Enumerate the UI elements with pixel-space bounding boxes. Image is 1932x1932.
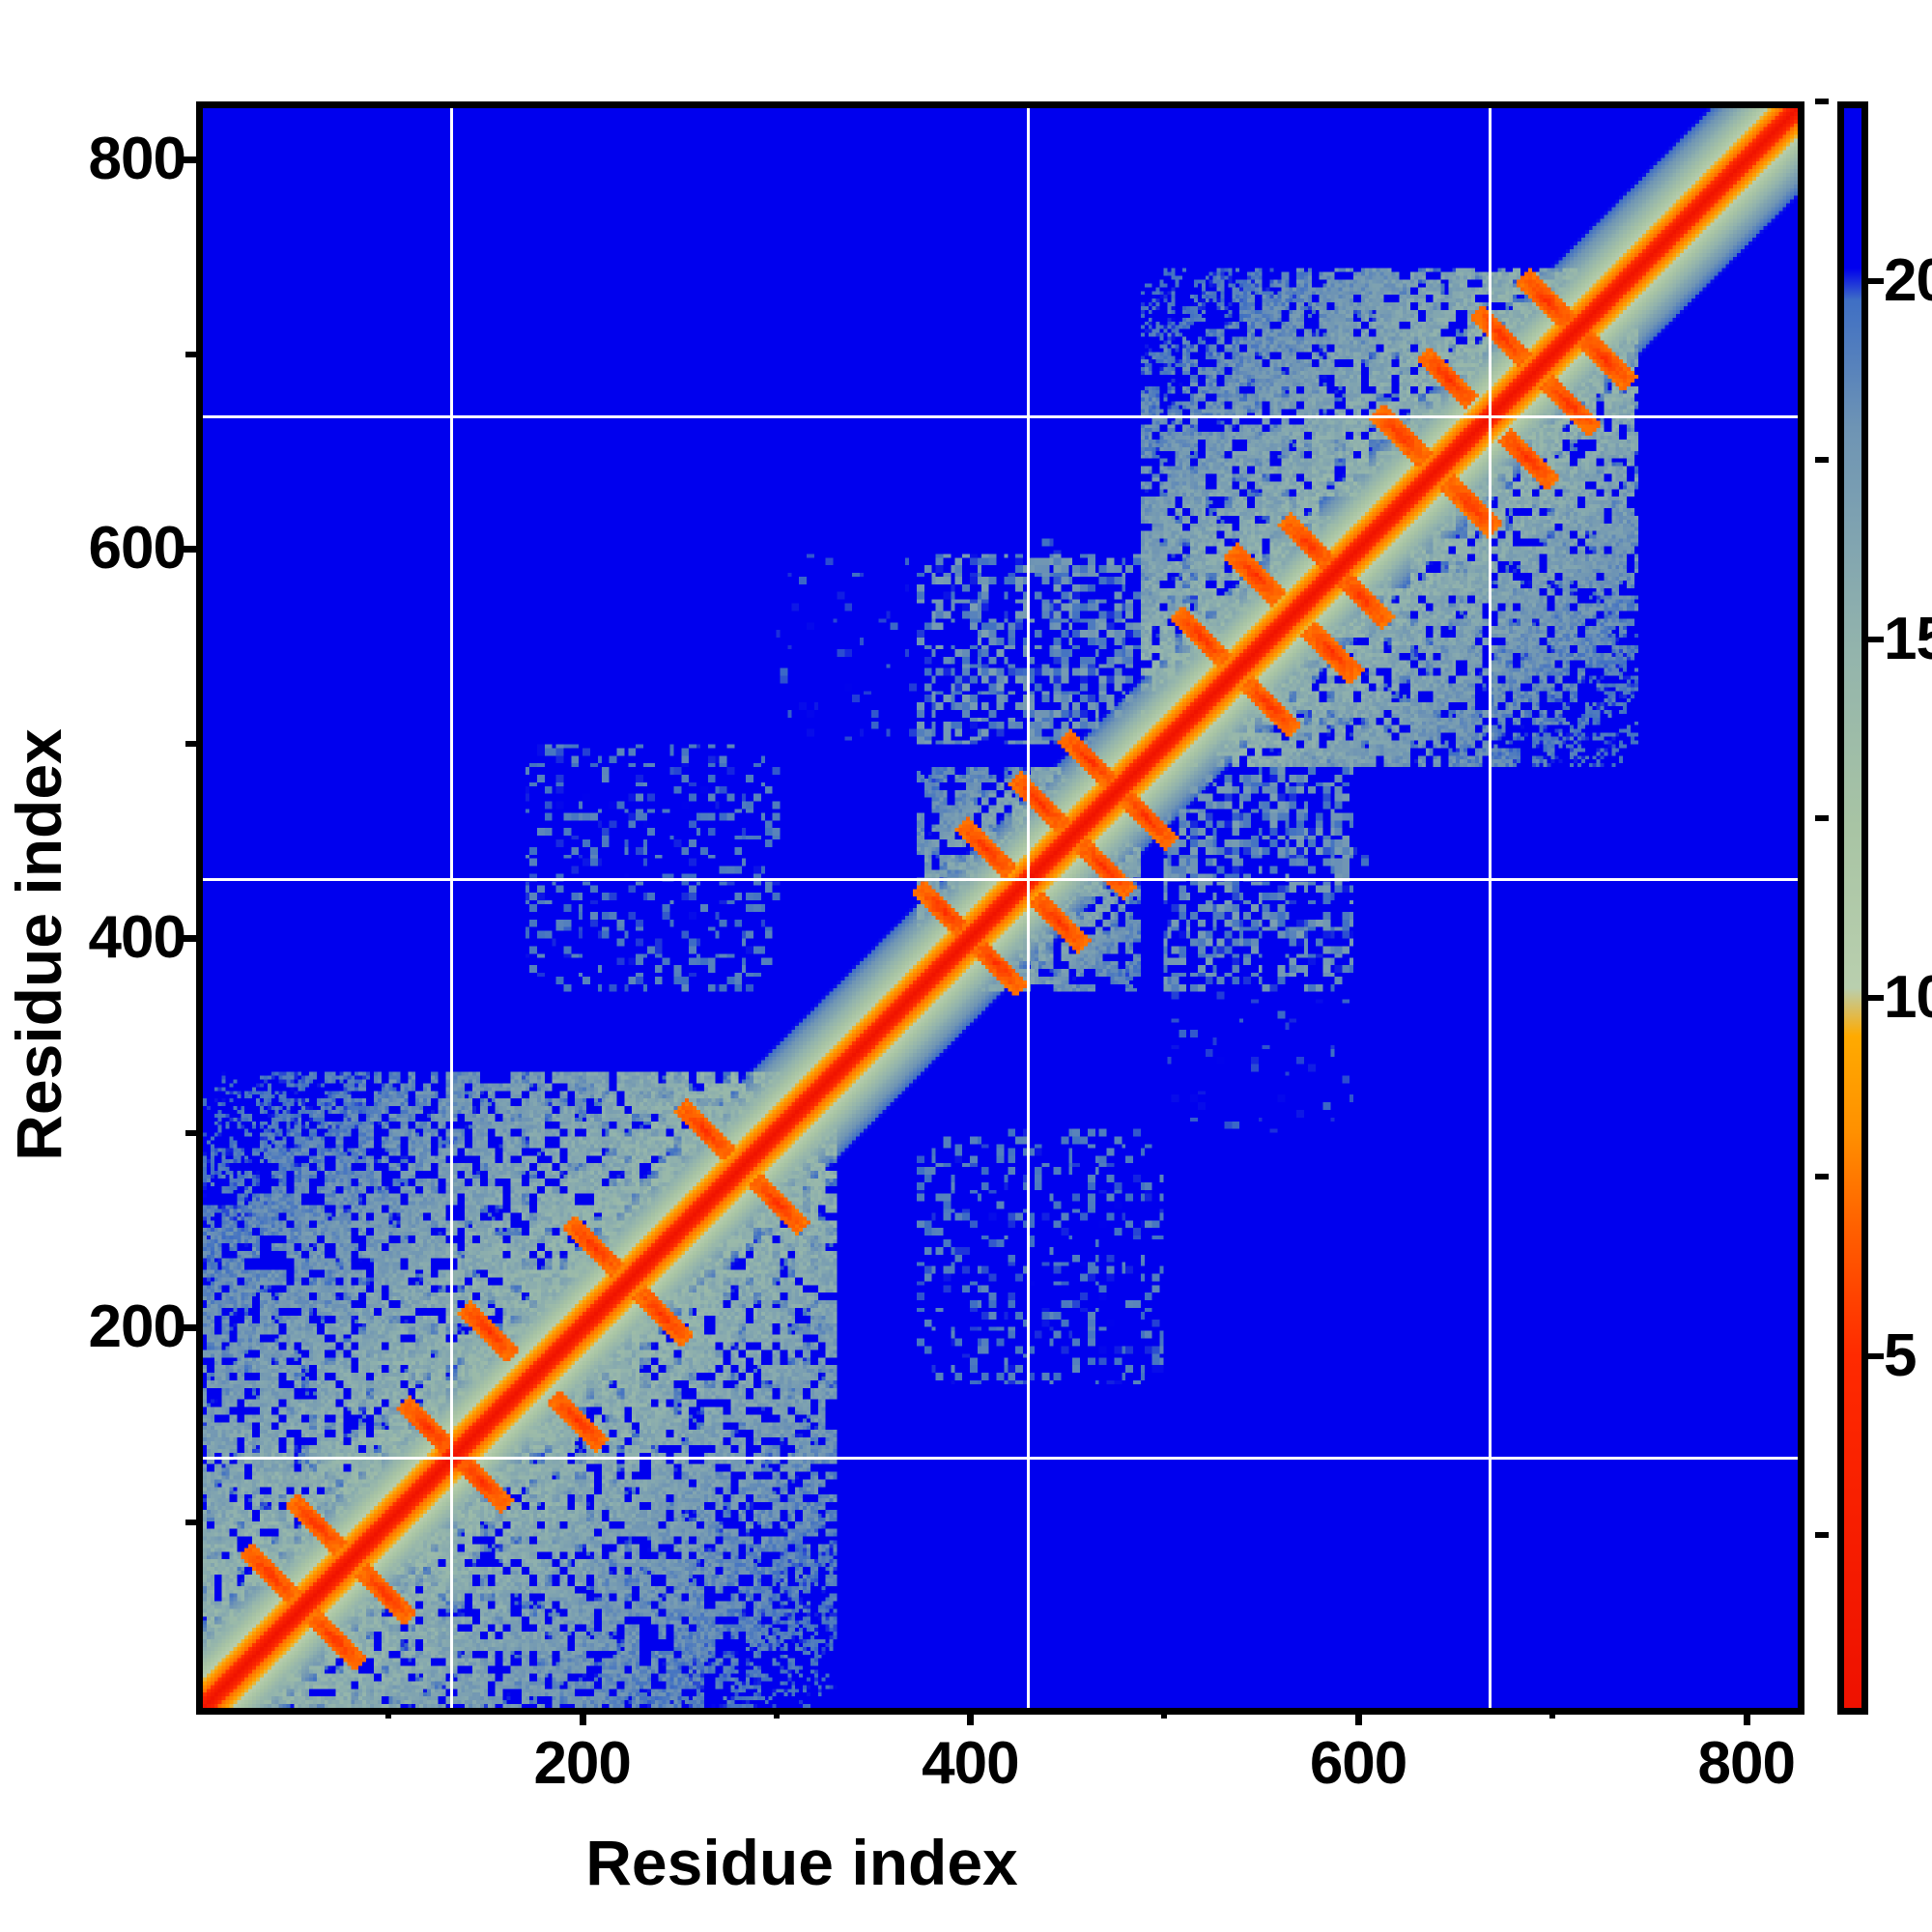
y-tick-mark xyxy=(180,546,197,554)
y-tick-mark-minor xyxy=(185,351,196,357)
x-tick-label: 400 xyxy=(922,1730,1019,1797)
colorbar-tick-mark xyxy=(1868,1352,1884,1359)
colorbar-tick-mark-minor xyxy=(1815,457,1829,464)
y-tick-label: 800 xyxy=(88,126,186,193)
colorbar-tick-label: 15 xyxy=(1884,605,1932,672)
colorbar-tick-label: 20 xyxy=(1884,246,1932,314)
colorbar-gradient xyxy=(1844,108,1861,1708)
colorbar-tick-mark xyxy=(1868,636,1884,642)
y-tick-label: 200 xyxy=(88,1293,186,1361)
x-tick-label: 600 xyxy=(1309,1730,1407,1797)
x-tick-mark-minor xyxy=(1548,1708,1555,1719)
y-axis-title: Residue index xyxy=(3,728,74,1161)
colorbar-tick-mark-minor xyxy=(1815,1532,1829,1539)
colorbar-tick-mark-minor xyxy=(1815,99,1829,104)
x-axis-title-text: Residue index xyxy=(585,1827,1018,1898)
colorbar-tick-mark-minor xyxy=(1815,815,1829,822)
colorbar-tick-mark xyxy=(1868,277,1884,284)
colorbar-tick-mark-minor xyxy=(1815,1174,1829,1180)
x-axis-title: Residue index xyxy=(0,1826,1932,1899)
y-tick-label: 400 xyxy=(88,904,186,972)
y-tick-mark-minor xyxy=(185,1519,196,1525)
y-tick-mark xyxy=(180,1324,197,1332)
x-tick-mark xyxy=(1355,1708,1363,1725)
y-tick-mark-minor xyxy=(185,1129,196,1136)
colorbar-tick-label: 10 xyxy=(1884,963,1932,1031)
x-tick-mark-minor xyxy=(773,1708,780,1719)
y-tick-mark xyxy=(180,935,197,943)
x-tick-mark xyxy=(579,1708,586,1725)
x-tick-mark-minor xyxy=(384,1708,391,1719)
x-tick-mark-minor xyxy=(1161,1708,1168,1719)
colorbar[interactable] xyxy=(1837,101,1868,1715)
heatmap-canvas[interactable] xyxy=(203,108,1798,1708)
colorbar-tick-mark xyxy=(1868,994,1884,1001)
x-tick-mark xyxy=(1743,1708,1750,1725)
y-tick-mark xyxy=(180,156,197,164)
x-tick-label: 200 xyxy=(533,1730,631,1797)
x-tick-mark xyxy=(967,1708,975,1725)
colorbar-tick-label: 5 xyxy=(1884,1321,1917,1389)
x-tick-label: 800 xyxy=(1697,1730,1796,1797)
y-tick-label: 600 xyxy=(88,515,186,582)
y-tick-mark-minor xyxy=(185,740,196,747)
heatmap-plot-area[interactable] xyxy=(196,101,1804,1715)
